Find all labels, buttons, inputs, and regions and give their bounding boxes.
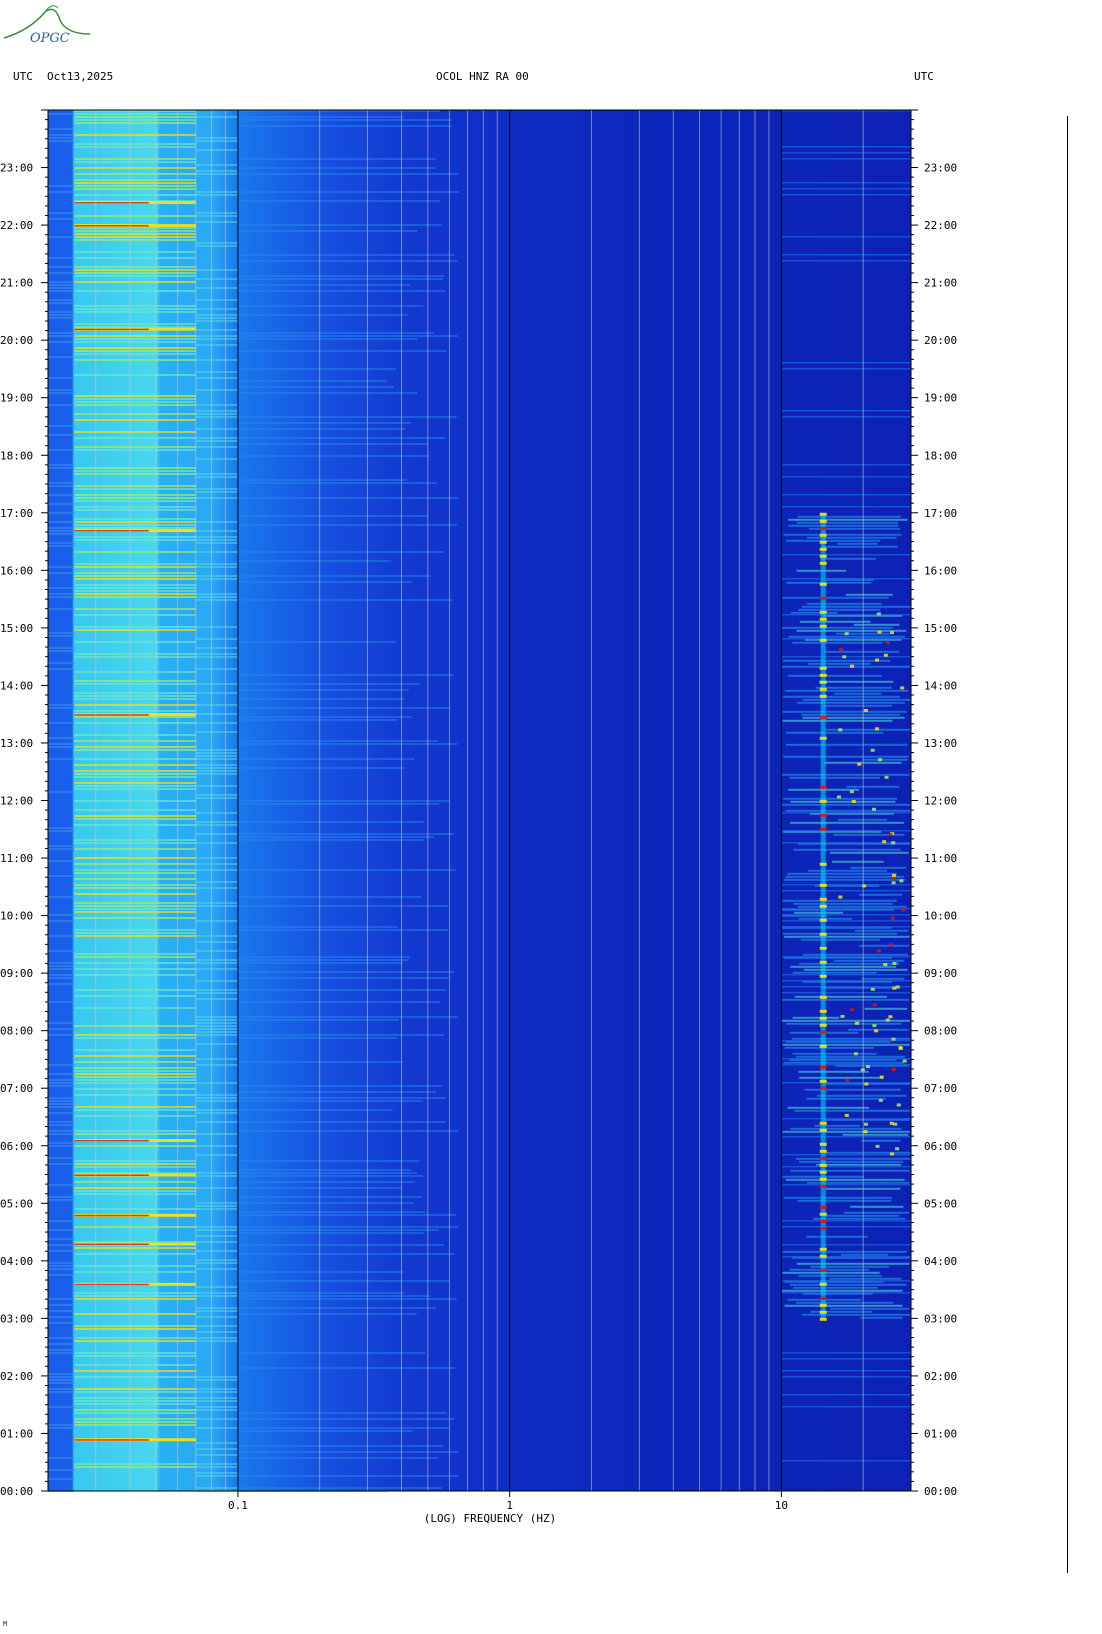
header-right-utc: UTC bbox=[914, 70, 934, 83]
y-tick-label-left: 12:00 bbox=[0, 795, 33, 808]
logo-text: OPGC bbox=[30, 31, 70, 46]
header-date: Oct13,2025 bbox=[47, 70, 114, 83]
x-tick-label: 10 bbox=[775, 1499, 788, 1512]
x-tick-label: 0.1 bbox=[228, 1499, 248, 1512]
y-tick-label-right: 04:00 bbox=[924, 1255, 957, 1268]
y-tick-label-right: 08:00 bbox=[924, 1025, 957, 1038]
y-tick-label-left: 13:00 bbox=[0, 737, 33, 750]
y-tick-label-left: 18:00 bbox=[0, 449, 33, 462]
y-tick-label-left: 16:00 bbox=[0, 564, 33, 577]
y-tick-label-left: 03:00 bbox=[0, 1312, 33, 1325]
y-tick-label-right: 13:00 bbox=[924, 737, 957, 750]
y-tick-label-left: 02:00 bbox=[0, 1370, 33, 1383]
y-tick-label-left: 09:00 bbox=[0, 967, 33, 980]
header-left-utc: UTC bbox=[13, 70, 33, 83]
y-tick-label-right: 11:00 bbox=[924, 852, 957, 865]
y-tick-label-left: 23:00 bbox=[0, 162, 33, 175]
y-tick-label-left: 00:00 bbox=[0, 1485, 33, 1498]
x-axis-label: (LOG) FREQUENCY (HZ) bbox=[424, 1512, 556, 1525]
y-tick-label-left: 15:00 bbox=[0, 622, 33, 635]
y-tick-label-left: 14:00 bbox=[0, 679, 33, 692]
y-tick-label-right: 09:00 bbox=[924, 967, 957, 980]
y-tick-label-right: 10:00 bbox=[924, 910, 957, 923]
y-tick-label-right: 02:00 bbox=[924, 1370, 957, 1383]
y-tick-label-left: 22:00 bbox=[0, 219, 33, 232]
y-axis-right: 23:00 22:00 21:00 20:00 19:00 18:00 17:00 16:00… bbox=[911, 109, 957, 1498]
y-tick-label-left: 20:00 bbox=[0, 334, 33, 347]
y-tick-label-left: 19:00 bbox=[0, 392, 33, 405]
spectrogram-features bbox=[48, 110, 911, 1492]
y-tick-label-right: 07:00 bbox=[924, 1082, 957, 1095]
y-tick-label-left: 11:00 bbox=[0, 852, 33, 865]
x-axis: 0.1 1 10 bbox=[228, 1491, 788, 1512]
header-station: OCOL HNZ RA 00 bbox=[436, 70, 529, 83]
y-tick-label-right: 00:00 bbox=[924, 1485, 957, 1498]
y-tick-label-left: 01:00 bbox=[0, 1427, 33, 1440]
y-tick-label-right: 23:00 bbox=[924, 162, 957, 175]
y-tick-label-right: 14:00 bbox=[924, 679, 957, 692]
y-tick-label-right: 22:00 bbox=[924, 219, 957, 232]
scale-bar bbox=[1067, 116, 1068, 1573]
y-tick-label-right: 03:00 bbox=[924, 1312, 957, 1325]
y-tick-label-right: 06:00 bbox=[924, 1140, 957, 1153]
y-tick-label-right: 19:00 bbox=[924, 392, 957, 405]
y-tick-label-right: 21:00 bbox=[924, 277, 957, 290]
y-tick-label-right: 18:00 bbox=[924, 449, 957, 462]
y-axis-left: 23:00 22:00 21:00 20:00 19:00 18:00 17:00 16:00… bbox=[0, 109, 48, 1498]
y-tick-label-right: 17:00 bbox=[924, 507, 957, 520]
opgc-logo: OPGC bbox=[3, 5, 91, 46]
y-tick-label-left: 21:00 bbox=[0, 277, 33, 290]
y-tick-label-right: 15:00 bbox=[924, 622, 957, 635]
y-tick-label-right: 01:00 bbox=[924, 1427, 957, 1440]
corner-mark: M bbox=[3, 1620, 8, 1628]
y-tick-label-left: 17:00 bbox=[0, 507, 33, 520]
frequency-gridlines bbox=[47, 110, 912, 1491]
y-tick-label-right: 20:00 bbox=[924, 334, 957, 347]
y-tick-label-left: 08:00 bbox=[0, 1025, 33, 1038]
y-tick-label-left: 05:00 bbox=[0, 1197, 33, 1210]
y-tick-label-right: 05:00 bbox=[924, 1197, 957, 1210]
y-tick-label-right: 12:00 bbox=[924, 795, 957, 808]
y-tick-label-right: 16:00 bbox=[924, 564, 957, 577]
y-tick-label-left: 04:00 bbox=[0, 1255, 33, 1268]
y-tick-label-left: 10:00 bbox=[0, 910, 33, 923]
y-tick-label-left: 06:00 bbox=[0, 1140, 33, 1153]
y-tick-label-left: 07:00 bbox=[0, 1082, 33, 1095]
x-tick-label: 1 bbox=[506, 1499, 513, 1512]
